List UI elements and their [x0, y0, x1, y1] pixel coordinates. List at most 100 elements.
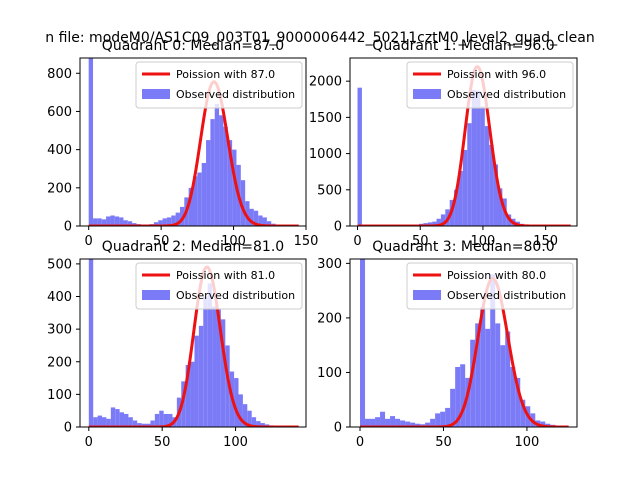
- x-tick-label: 100: [223, 435, 248, 450]
- histogram-bar: [390, 416, 396, 427]
- histogram-bar: [458, 170, 463, 226]
- legend-bar-swatch: [413, 89, 441, 99]
- histogram-bar: [181, 381, 186, 427]
- y-tick-label: 100: [47, 388, 72, 403]
- histogram-bar: [262, 217, 267, 226]
- x-tick-label: 0: [356, 435, 364, 450]
- histogram-bar: [251, 417, 257, 427]
- histogram-bar: [465, 377, 471, 427]
- histogram-bar: [175, 212, 180, 226]
- legend: Poission with 87.0 Observed distribution: [135, 61, 303, 109]
- x-tick-label: 150: [533, 234, 558, 249]
- histogram-bar: [245, 201, 250, 226]
- histogram-bar: [435, 413, 441, 427]
- histogram-bar: [123, 220, 128, 226]
- histogram-bar: [101, 219, 107, 226]
- histogram-bar: [385, 418, 391, 427]
- y-tick-label: 200: [47, 355, 72, 370]
- histogram-bar: [238, 394, 243, 427]
- histogram-bar: [141, 423, 147, 427]
- histogram-bar: [210, 119, 215, 226]
- histogram-bar: [400, 420, 406, 427]
- subplot-title: Quadrant 1: Median=96.0: [372, 38, 554, 54]
- legend-box: [135, 262, 303, 310]
- histogram-bar: [405, 421, 411, 427]
- subplot-title: Quadrant 3: Median=80.0: [372, 239, 554, 255]
- histogram-bar: [485, 328, 491, 427]
- histogram-bar: [256, 421, 261, 427]
- histogram-bar: [395, 418, 401, 427]
- histogram-bar: [360, 259, 366, 427]
- histogram-bar: [505, 331, 511, 427]
- histogram-bar: [159, 410, 164, 427]
- histogram-bar: [168, 413, 173, 427]
- y-tick-label: 1500: [309, 111, 342, 126]
- x-tick-label: 50: [154, 435, 171, 450]
- histogram-bar: [190, 361, 195, 427]
- histogram-bar: [206, 140, 211, 226]
- histogram-bar: [119, 217, 124, 226]
- histogram-bars: [360, 259, 561, 427]
- y-tick-label: 400: [47, 143, 72, 158]
- histogram-bar: [203, 296, 208, 427]
- histogram-bar: [425, 422, 431, 427]
- histogram-bar: [128, 417, 133, 427]
- x-tick-label: 0: [85, 435, 93, 450]
- legend-box: [135, 61, 303, 109]
- legend-label-poisson: Poission with 81.0: [176, 269, 275, 282]
- histogram-bar: [455, 367, 461, 427]
- legend: Poission with 96.0 Observed distribution: [406, 61, 574, 109]
- histogram-bar: [430, 418, 436, 427]
- histogram-bar: [119, 412, 125, 427]
- histogram-bar: [480, 106, 485, 226]
- axes-frame: [349, 258, 578, 428]
- histogram-bar: [495, 323, 501, 427]
- histogram-bar: [440, 411, 446, 427]
- subplot-title: Quadrant 2: Median=81.0: [102, 239, 284, 255]
- histogram-bar: [146, 423, 151, 427]
- histogram-bar: [234, 378, 239, 427]
- histogram-bar: [150, 420, 155, 427]
- y-tick-label: 500: [47, 257, 72, 272]
- histogram-bar: [166, 217, 172, 226]
- legend-label-poisson: Poission with 96.0: [447, 68, 546, 81]
- histogram-bar: [520, 399, 526, 427]
- histogram-bar: [194, 335, 199, 427]
- histogram-bar: [97, 218, 102, 226]
- poisson-curve: [360, 277, 569, 427]
- histogram-bars: [88, 259, 283, 427]
- histogram-bar: [249, 208, 254, 226]
- histogram-bar: [260, 423, 265, 427]
- histogram-bar: [227, 140, 233, 226]
- histogram-bar: [93, 218, 98, 226]
- axes-frame: [79, 258, 307, 428]
- histogram-bar: [450, 388, 456, 427]
- histogram-bar: [475, 323, 481, 427]
- legend-label-poisson: Poission with 87.0: [176, 68, 275, 81]
- x-tick-label: 50: [412, 234, 429, 249]
- histogram-bar: [115, 409, 120, 427]
- legend-bar-swatch: [142, 89, 170, 99]
- y-tick-label: 500: [317, 183, 342, 198]
- legend-bar-swatch: [142, 290, 170, 300]
- histogram-bar: [137, 423, 142, 427]
- histogram-bar: [214, 103, 220, 226]
- subplot-quadrant-2: 0 50 100 0 100 200 300 400 500 Poission with 81.0…: [47, 239, 307, 450]
- y-tick-label: 2000: [309, 75, 342, 90]
- legend-label-poisson: Poission with 80.0: [447, 269, 546, 282]
- histogram-bar: [124, 413, 129, 427]
- histogram-bar: [489, 144, 494, 226]
- legend-box: [406, 61, 574, 109]
- histogram-bar: [114, 216, 120, 226]
- histogram-bar: [493, 164, 498, 226]
- histogram-bar: [375, 417, 381, 427]
- y-tick-label: 300: [47, 323, 72, 338]
- histogram-bar: [247, 410, 252, 427]
- histogram-bar: [510, 367, 516, 427]
- histogram-bar: [207, 283, 213, 427]
- histogram-bar: [162, 218, 167, 226]
- histogram-bar: [163, 413, 169, 427]
- y-tick-label: 200: [317, 311, 342, 326]
- histogram-bar: [480, 307, 486, 427]
